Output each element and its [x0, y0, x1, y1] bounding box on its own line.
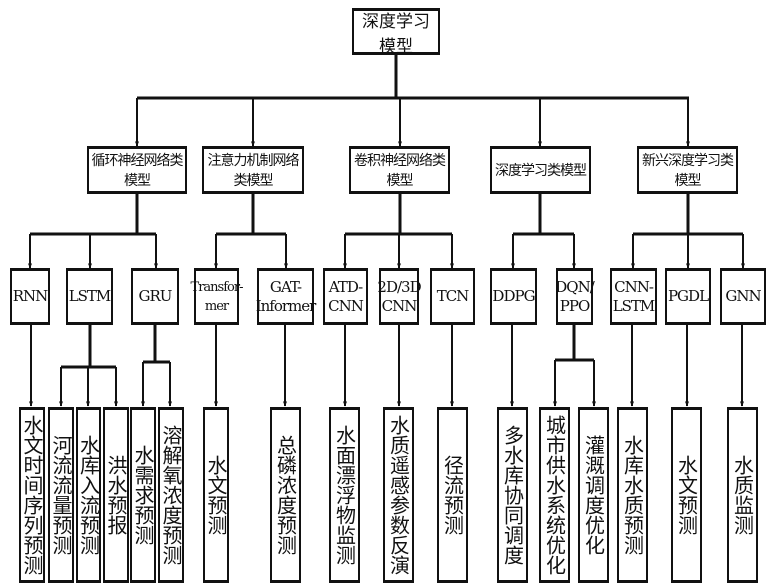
app-water-quality-monitoring: 水质监测: [727, 407, 758, 583]
app-water-quality-remote-sensing: 水质遥感参数反演: [383, 407, 414, 583]
app-dissolved-oxygen: 溶解氧浓度预测: [158, 407, 184, 583]
root-node: 深度学习模型: [352, 8, 440, 57]
app-reservoir-inflow: 水库入流预测: [76, 407, 101, 583]
model-ddpg: DDPG: [490, 268, 537, 325]
category-dl-class: 深度学习类模型: [490, 146, 591, 194]
model-transformer: Transfor- mer: [191, 268, 243, 325]
app-floating-debris: 水面漂浮物监测: [329, 407, 360, 583]
model-rnn: RNN: [10, 268, 50, 325]
category-attention-class: 注意力机制网络类模型: [202, 146, 304, 194]
category-cnn-class: 卷积神经网络类模型: [349, 146, 450, 194]
app-water-demand: 水需求预测: [130, 407, 156, 583]
model-lstm: LSTM: [66, 268, 113, 325]
app-hydro-forecast: 水文预测: [203, 407, 229, 583]
category-emerging-class: 新兴深度学习类模型: [637, 146, 738, 194]
model-gat-informer: GAT- Informer: [256, 268, 316, 325]
model-2d3d-cnn: 2D/3D CNN: [377, 268, 422, 325]
app-flood-forecast: 洪水预报: [103, 407, 129, 583]
model-tcn: TCN: [430, 268, 475, 325]
app-river-flow: 河流流量预测: [48, 407, 74, 583]
model-gru: GRU: [131, 268, 179, 325]
app-irrigation-scheduling: 灌溉调度优化: [578, 407, 609, 583]
model-atd-cnn: ATD- CNN: [323, 268, 368, 325]
model-dqn-ppo: DQN/ PPO: [555, 268, 595, 325]
model-cnn-lstm: CNN- LSTM: [610, 268, 657, 325]
model-gnn: GNN: [720, 268, 766, 325]
model-pgdl: PGDL: [665, 268, 711, 325]
app-hydro-timeseries: 水文时间序列预测: [19, 407, 45, 583]
app-multi-reservoir: 多水库协同调度: [497, 407, 528, 583]
app-hydro-forecast-2: 水文预测: [671, 407, 702, 583]
category-rnn-class: 循环神经网络类模型: [87, 146, 187, 194]
app-total-phosphorus: 总磷浓度预测: [270, 407, 301, 583]
app-reservoir-water-quality: 水库水质预测: [617, 407, 648, 583]
app-runoff-forecast: 径流预测: [437, 407, 468, 583]
app-urban-water-supply: 城市供水系统优化: [539, 407, 570, 583]
